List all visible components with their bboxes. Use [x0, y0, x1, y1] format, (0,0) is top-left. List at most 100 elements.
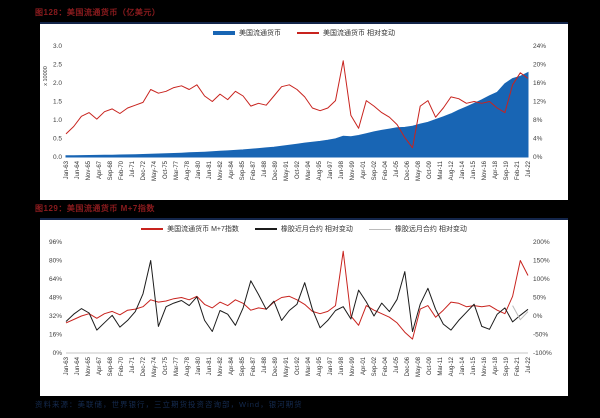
svg-text:Dec-72: Dec-72 — [141, 356, 147, 376]
svg-text:Jan-14: Jan-14 — [460, 356, 466, 375]
svg-text:Jan-80: Jan-80 — [196, 160, 202, 179]
svg-text:2.5: 2.5 — [53, 62, 62, 69]
svg-text:0.0: 0.0 — [53, 154, 62, 161]
svg-text:Apr-84: Apr-84 — [229, 356, 235, 375]
svg-text:96%: 96% — [49, 239, 62, 246]
svg-text:Jul-88: Jul-88 — [262, 356, 268, 373]
svg-text:Aug-78: Aug-78 — [185, 356, 191, 376]
svg-text:Aug-95: Aug-95 — [317, 356, 323, 376]
svg-text:May-74: May-74 — [152, 356, 158, 377]
svg-text:Sep-85: Sep-85 — [240, 160, 246, 180]
figure1-chart: 3.0 2.5 2.0 1.5 1.0 0.5 0.0 24% 20% 16% 12% 8% 4% 0% x… — [43, 43, 546, 181]
svg-text:48%: 48% — [49, 295, 62, 302]
svg-text:Apr-67: Apr-67 — [97, 356, 103, 375]
figure2-panel: 美国流通货币 M+7指数 橡胶近月合约 相对变动 橡胶远月合约 相对变动 96%… — [40, 218, 568, 396]
svg-text:1.5: 1.5 — [53, 99, 62, 106]
svg-text:Feb-21: Feb-21 — [515, 356, 521, 376]
svg-text:Nov-82: Nov-82 — [218, 356, 224, 376]
svg-text:x 10000: x 10000 — [43, 66, 49, 86]
svg-text:24%: 24% — [533, 43, 546, 50]
svg-text:3.0: 3.0 — [53, 43, 62, 50]
svg-text:Oct-09: Oct-09 — [427, 160, 433, 179]
svg-text:Oct-09: Oct-09 — [427, 356, 433, 375]
svg-text:Nov-99: Nov-99 — [350, 160, 356, 180]
svg-text:64%: 64% — [49, 276, 62, 283]
svg-text:Nov-16: Nov-16 — [482, 160, 488, 180]
svg-text:Sep-19: Sep-19 — [504, 356, 510, 376]
svg-text:Jul-71: Jul-71 — [130, 160, 136, 177]
svg-text:Feb-87: Feb-87 — [251, 356, 257, 376]
legend-label-rubber-near: 橡胶近月合约 相对变动 — [280, 226, 353, 233]
svg-text:Apr-84: Apr-84 — [229, 160, 235, 179]
svg-text:Feb-21: Feb-21 — [515, 160, 521, 180]
svg-text:Nov-16: Nov-16 — [482, 356, 488, 376]
figure1-legend: 美国流通货币 美国流通货币 相对变动 — [40, 28, 568, 38]
svg-text:Jul-88: Jul-88 — [262, 160, 268, 177]
figure1-title: 图128：美国流通货币（亿美元） — [35, 8, 161, 17]
svg-text:Mar-77: Mar-77 — [174, 356, 180, 376]
svg-text:Oct-92: Oct-92 — [295, 160, 301, 179]
legend-item-rubber-near: 橡胶近月合约 相对变动 — [254, 224, 353, 234]
svg-text:Dec-06: Dec-06 — [405, 356, 411, 376]
svg-text:-100%: -100% — [533, 350, 552, 357]
red-line-swatch-icon — [297, 32, 320, 34]
svg-text:Mar-11: Mar-11 — [438, 160, 444, 179]
svg-text:20%: 20% — [533, 62, 546, 69]
svg-text:Jun-64: Jun-64 — [75, 160, 81, 179]
svg-text:Sep-19: Sep-19 — [504, 160, 510, 180]
svg-text:32%: 32% — [49, 313, 62, 320]
svg-text:1.0: 1.0 — [53, 117, 62, 124]
svg-text:Mar-94: Mar-94 — [306, 160, 312, 180]
legend-item-currency-change: 美国流通货币 相对变动 — [297, 28, 395, 38]
svg-text:Feb-04: Feb-04 — [383, 160, 389, 180]
svg-text:Sep-85: Sep-85 — [240, 356, 246, 376]
svg-text:Dec-06: Dec-06 — [405, 160, 411, 180]
svg-text:Nov-65: Nov-65 — [86, 160, 92, 180]
svg-text:Feb-04: Feb-04 — [383, 356, 389, 376]
legend-item-currency: 美国流通货币 — [213, 28, 281, 38]
legend-item-rubber-far: 橡胶远月合约 相对变动 — [368, 224, 467, 234]
svg-text:Jun-81: Jun-81 — [207, 356, 213, 375]
svg-text:May-74: May-74 — [152, 160, 158, 181]
svg-text:200%: 200% — [533, 239, 550, 246]
legend-label-rubber-far: 橡胶远月合约 相对变动 — [394, 226, 467, 233]
svg-text:Jun-15: Jun-15 — [471, 160, 477, 179]
svg-text:80%: 80% — [49, 258, 62, 265]
svg-text:Jul-05: Jul-05 — [394, 160, 400, 177]
svg-text:Aug-12: Aug-12 — [449, 356, 455, 376]
svg-text:May-91: May-91 — [284, 356, 290, 377]
svg-text:Jan-63: Jan-63 — [64, 356, 70, 375]
svg-text:0%: 0% — [533, 154, 543, 161]
svg-text:Dec-89: Dec-89 — [273, 160, 279, 180]
svg-text:Jan-97: Jan-97 — [328, 356, 334, 375]
svg-text:Feb-70: Feb-70 — [119, 160, 125, 180]
svg-text:Feb-70: Feb-70 — [119, 356, 125, 376]
svg-text:Sep-02: Sep-02 — [372, 356, 378, 376]
red-line-swatch-icon — [141, 228, 164, 230]
svg-text:Jun-81: Jun-81 — [207, 160, 213, 179]
svg-text:Mar-11: Mar-11 — [438, 356, 444, 375]
svg-text:May-91: May-91 — [284, 160, 290, 181]
svg-text:Aug-12: Aug-12 — [449, 160, 455, 180]
svg-text:Sep-68: Sep-68 — [108, 356, 114, 376]
legend-label-m7-index: 美国流通货币 M+7指数 — [167, 226, 239, 233]
svg-text:-50%: -50% — [533, 332, 548, 339]
svg-text:Jun-98: Jun-98 — [339, 160, 345, 179]
svg-text:Jan-63: Jan-63 — [64, 160, 70, 179]
figure2-legend: 美国流通货币 M+7指数 橡胶近月合约 相对变动 橡胶远月合约 相对变动 — [40, 224, 568, 234]
svg-text:Nov-82: Nov-82 — [218, 160, 224, 180]
svg-text:Jan-97: Jan-97 — [328, 160, 334, 179]
svg-text:Aug-95: Aug-95 — [317, 160, 323, 180]
svg-text:Nov-99: Nov-99 — [350, 356, 356, 376]
svg-text:150%: 150% — [533, 258, 550, 265]
svg-text:8%: 8% — [533, 117, 543, 124]
svg-text:Jun-64: Jun-64 — [75, 356, 81, 375]
legend-label-currency: 美国流通货币 — [239, 30, 282, 37]
svg-text:Dec-72: Dec-72 — [141, 160, 147, 180]
svg-text:16%: 16% — [49, 332, 62, 339]
legend-item-m7-index: 美国流通货币 M+7指数 — [141, 224, 239, 234]
svg-text:Jul-22: Jul-22 — [526, 160, 532, 177]
figure2-chart: 96% 80% 64% 48% 32% 16% 0% 200% 150% 100% 50% 0% -50… — [49, 239, 552, 377]
svg-text:12%: 12% — [533, 99, 546, 106]
